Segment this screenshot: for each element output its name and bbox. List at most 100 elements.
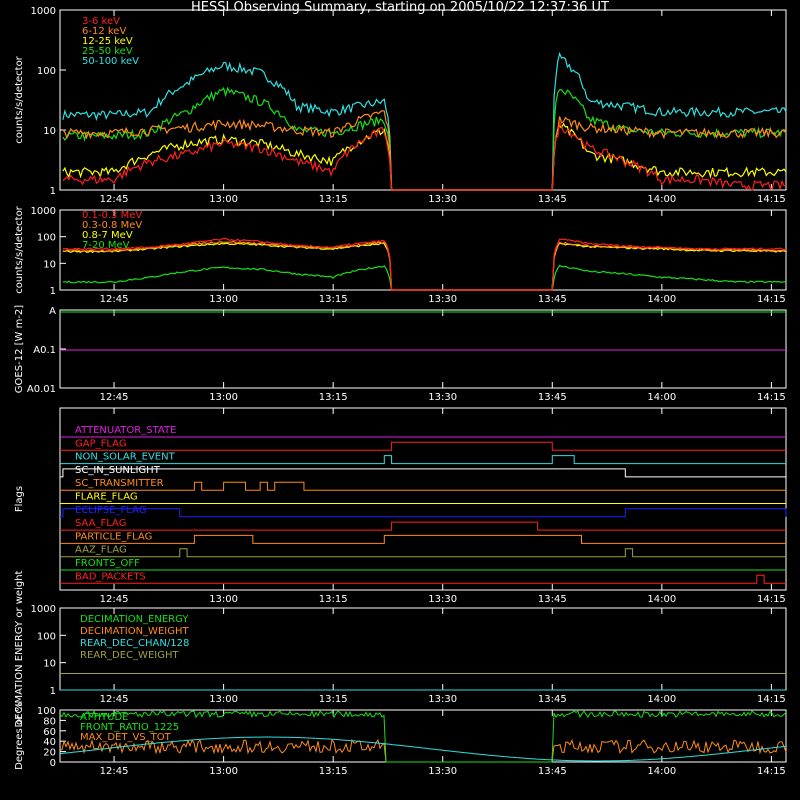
series-line-0-8-7-mev: [62, 242, 787, 291]
x-tick-label: 13:30: [428, 594, 457, 605]
flag-line: [60, 508, 787, 518]
series-line-50-100-kev: [62, 51, 787, 191]
x-tick-label: 13:45: [538, 194, 567, 205]
attitude-line: [59, 736, 787, 762]
x-tick-label: 14:00: [647, 766, 676, 777]
x-tick-label: 13:45: [538, 392, 567, 403]
chart-title: HESSI Observing Summary, starting on 200…: [191, 0, 609, 15]
front-ratio-line: [59, 709, 787, 763]
x-tick-label: 14:15: [757, 766, 786, 777]
flag-label: AAZ_FLAG: [75, 545, 127, 556]
flag-label: ATTENUATOR_STATE: [75, 425, 176, 436]
y-tick-label: 10: [43, 659, 56, 670]
flag-label: BAD_PACKETS: [75, 571, 146, 582]
x-tick-label: 14:15: [757, 294, 786, 305]
series-line-6-12-kev: [62, 110, 787, 191]
panel-3-ylabel: GOES-12 [W m-2]: [14, 305, 25, 393]
x-tick-label: 12:45: [100, 392, 129, 403]
x-tick-label: 14:15: [757, 594, 786, 605]
x-tick-label: 13:00: [209, 594, 238, 605]
y-tick-label: 1000: [31, 6, 56, 17]
legend-entry: 7-20 MeV: [82, 240, 130, 251]
series-line-3-6-kev: [62, 120, 787, 191]
x-tick-label: 14:00: [647, 694, 676, 705]
x-tick-label: 13:00: [209, 392, 238, 403]
x-tick-label: 12:45: [100, 194, 129, 205]
y-tick-label: 40: [43, 737, 56, 748]
panel-4-frame: [59, 407, 787, 591]
y-tick-label: 100: [37, 706, 56, 717]
flag-line: [60, 455, 786, 465]
y-tick-label: 1000: [31, 206, 56, 217]
legend-entry: 25-50 keV: [82, 46, 133, 57]
legend-entry: 3-6 keV: [82, 16, 120, 27]
flag-line: [60, 534, 786, 544]
max-det-line: [59, 738, 787, 763]
y-tick-label: 10: [43, 259, 56, 270]
panel-4-ylabel: Flags: [14, 486, 25, 512]
x-tick-label: 13:15: [319, 694, 348, 705]
legend-entry: REAR_DEC_CHAN/128: [80, 638, 189, 649]
legend-entry: FRONT_RATIO_1225: [80, 722, 179, 733]
x-tick-label: 13:45: [538, 594, 567, 605]
x-tick-label: 14:15: [757, 694, 786, 705]
y-tick-label: 100: [37, 233, 56, 244]
flag-line: [60, 521, 786, 531]
series-line-0-1-0-3-mev: [62, 237, 787, 291]
flag-label: GAP_FLAG: [75, 438, 127, 449]
y-tick-label: 10: [43, 126, 56, 137]
y-tick-label: 0: [50, 758, 56, 769]
x-tick-label: 12:45: [100, 766, 129, 777]
y-tick-label: 60: [43, 727, 56, 738]
flag-label: NON_SOLAR_EVENT: [75, 452, 176, 463]
x-tick-label: 13:00: [209, 294, 238, 305]
y-tick-label: 100: [37, 631, 56, 642]
legend-entry: DECIMATION_ENERGY: [80, 614, 189, 625]
x-tick-label: 13:45: [538, 694, 567, 705]
x-tick-label: 13:30: [428, 392, 457, 403]
x-tick-label: 14:15: [757, 392, 786, 403]
x-tick-label: 13:15: [319, 392, 348, 403]
legend-entry: 0.3-0.8 MeV: [82, 220, 142, 231]
legend-entry: 50-100 keV: [82, 56, 139, 67]
y-tick-label: 20: [43, 748, 56, 759]
panel-6-ylabel: Degrees or %: [14, 702, 25, 770]
y-tick-label: A0.01: [27, 384, 56, 395]
panel-2-ylabel: counts/s/detector: [14, 205, 25, 293]
flag-line: [60, 548, 786, 558]
flag-label: FRONTS_OFF: [75, 558, 140, 569]
legend-entry: REAR_DEC_WEIGHT: [80, 650, 179, 661]
y-tick-label: 1: [50, 186, 56, 197]
legend-entry: ATTITUDE: [80, 712, 129, 723]
x-tick-label: 14:00: [647, 194, 676, 205]
x-tick-label: 12:45: [100, 694, 129, 705]
x-tick-label: 13:45: [538, 294, 567, 305]
y-tick-label: 1: [50, 286, 56, 297]
x-tick-label: 13:45: [538, 766, 567, 777]
y-tick-label: A: [49, 306, 56, 317]
x-tick-label: 13:30: [428, 766, 457, 777]
x-tick-label: 13:30: [428, 694, 457, 705]
flag-label: PARTICLE_FLAG: [75, 531, 152, 542]
x-tick-label: 12:45: [100, 594, 129, 605]
x-tick-label: 14:00: [647, 392, 676, 403]
flag-label: SC_IN_SUNLIGHT: [75, 465, 161, 476]
x-tick-label: 13:15: [319, 294, 348, 305]
flag-label: SC_TRANSMITTER: [75, 478, 164, 489]
y-tick-label: A0.1: [33, 345, 56, 356]
y-tick-label: 1: [50, 686, 56, 697]
series-line-7-20-mev: [62, 264, 787, 291]
x-tick-label: 13:15: [319, 766, 348, 777]
legend-entry: MAX_DET_VS_TOT: [80, 732, 172, 743]
flag-label: ECLIPSE_FLAG: [75, 505, 146, 516]
panel-3-frame: [59, 309, 787, 389]
legend-entry: 6-12 keV: [82, 26, 126, 37]
legend-entry: DECIMATION_WEIGHT: [80, 626, 189, 637]
x-tick-label: 13:30: [428, 294, 457, 305]
x-tick-label: 14:00: [647, 594, 676, 605]
legend-entry: 12-25 keV: [82, 36, 133, 47]
flag-line: [60, 574, 786, 584]
x-tick-label: 13:00: [209, 694, 238, 705]
x-tick-label: 14:00: [647, 294, 676, 305]
